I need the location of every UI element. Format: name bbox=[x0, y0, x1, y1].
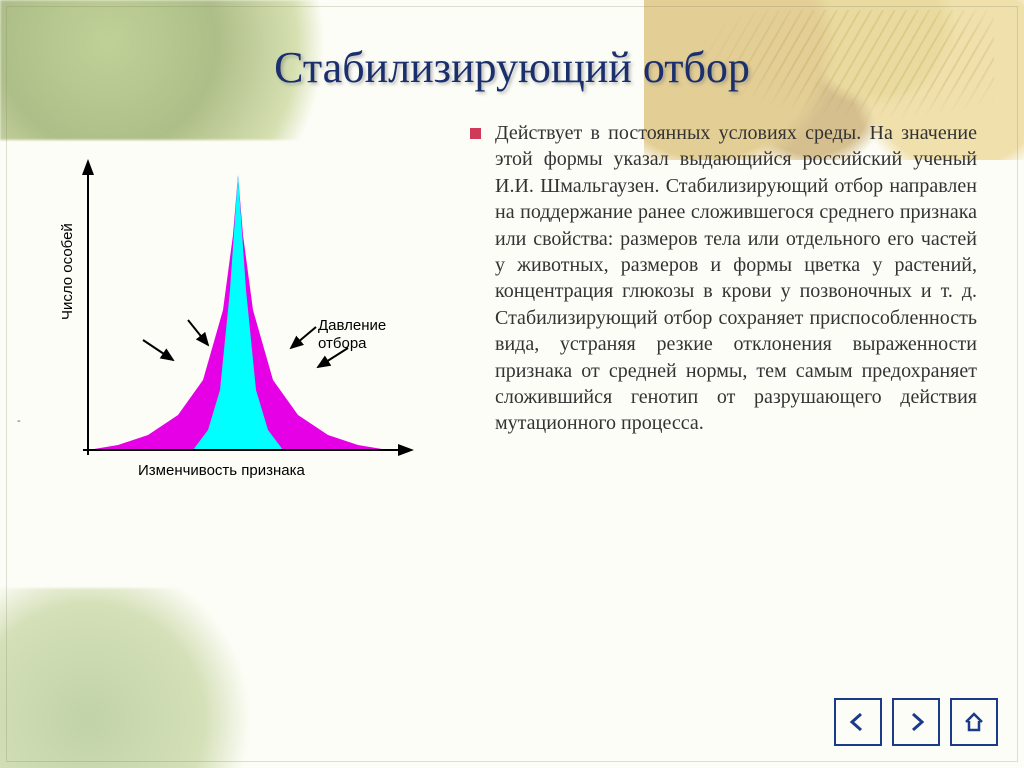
prev-slide-button[interactable] bbox=[834, 698, 882, 746]
pressure-arrow bbox=[188, 320, 208, 345]
next-slide-button[interactable] bbox=[892, 698, 940, 746]
decorative-mark: - bbox=[17, 415, 21, 427]
home-slide-button[interactable] bbox=[950, 698, 998, 746]
x-axis-label: Изменчивость признака bbox=[138, 462, 306, 479]
nav-controls bbox=[834, 698, 998, 746]
home-icon bbox=[962, 710, 986, 734]
body-paragraph: Действует в постоянных условиях среды. Н… bbox=[495, 120, 977, 437]
pressure-arrow bbox=[291, 327, 316, 348]
slide-title: Стабилизирующий отбор bbox=[0, 42, 1024, 93]
pressure-label-line1: Давление bbox=[318, 317, 386, 334]
distribution-chart: Число особей Изменчивость признака Давле… bbox=[48, 145, 428, 505]
pressure-label-line2: отбора bbox=[318, 335, 367, 352]
arrow-left-icon bbox=[846, 710, 870, 734]
chart-svg: Число особей Изменчивость признака Давле… bbox=[48, 145, 428, 505]
bullet-icon bbox=[470, 128, 481, 139]
arrow-right-icon bbox=[904, 710, 928, 734]
slide: Стабилизирующий отбор Действует в постоя… bbox=[0, 0, 1024, 768]
pressure-arrow bbox=[143, 340, 173, 360]
y-axis-label: Число особей bbox=[59, 223, 76, 320]
